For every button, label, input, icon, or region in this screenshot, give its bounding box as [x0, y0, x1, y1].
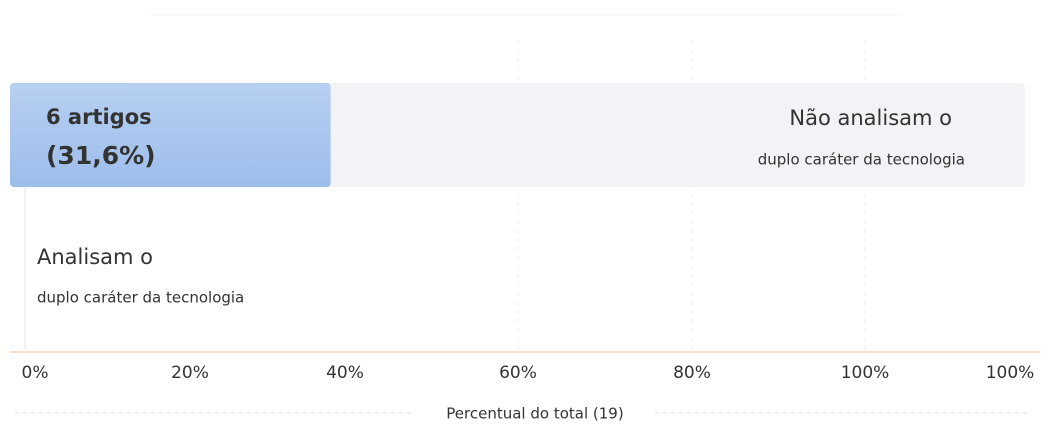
x-tick-label: 40%: [326, 363, 364, 383]
value-label: (31,6%): [46, 141, 156, 170]
x-tick-label: 60%: [499, 363, 537, 383]
legend-name: Analisam o: [37, 245, 153, 269]
legend-name: Não analisam o: [789, 106, 952, 130]
legend-subname: duplo caráter da tecnologia: [758, 151, 965, 169]
bar-segment: [10, 83, 331, 187]
bar-segment: [330, 83, 1025, 187]
x-tick-label: 20%: [171, 363, 209, 383]
count-label: 6 artigos: [46, 105, 152, 129]
x-axis-label: Percentual do total (19): [446, 405, 623, 423]
x-tick-label: 100%: [841, 363, 890, 383]
x-tick-label: 80%: [673, 363, 711, 383]
x-tick-label: 100%: [986, 363, 1035, 383]
x-tick-label: 0%: [22, 363, 49, 383]
legend-subname: duplo caráter da tecnologia: [37, 289, 244, 307]
